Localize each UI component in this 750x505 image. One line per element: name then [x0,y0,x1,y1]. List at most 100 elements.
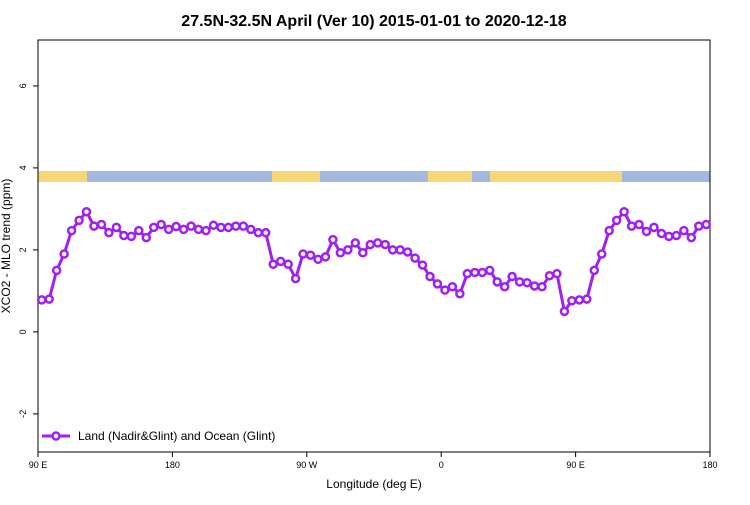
x-tick-label: 90 E [566,460,585,470]
point [335,248,346,258]
point [246,224,256,235]
point [208,220,219,231]
surface-band [38,171,710,182]
point [664,231,674,242]
point [81,207,92,217]
point [372,238,383,248]
point [387,245,398,255]
point [66,225,77,236]
point [440,285,450,295]
point [417,260,428,270]
x-tick-label: 90 E [29,460,48,470]
point [477,267,488,278]
point [596,249,607,259]
point [484,265,495,276]
point [626,221,637,231]
point [649,222,659,233]
land-band [428,171,472,182]
point [253,227,264,238]
point [470,267,480,278]
y-tick-label: 0 [18,329,28,334]
point [462,268,473,279]
point [679,225,689,236]
point [425,271,435,282]
point [216,222,226,233]
point [574,295,585,305]
point [298,249,308,259]
x-tick-label: 180 [165,460,180,470]
point [193,224,204,235]
point [141,232,152,243]
point [156,219,166,230]
legend: Land (Nadir&Glint) and Ocean (Glint) [42,429,275,443]
point [634,219,644,230]
land-band [490,171,622,182]
point [455,289,465,299]
point [656,228,667,239]
point [619,207,629,217]
point [36,295,47,305]
point [604,225,614,236]
y-axis-title: XCO2 - MLO trend (ppm) [0,179,13,314]
point [589,265,600,276]
y-tick-label: 4 [18,165,28,170]
point [231,221,241,231]
point [410,253,420,263]
point [313,254,323,265]
point [223,222,234,233]
point [671,230,682,241]
x-tick-label: 180 [702,460,717,470]
point [178,224,189,235]
point [104,227,114,238]
point [328,234,338,245]
point [74,215,84,226]
y-tick-label: 2 [18,247,28,252]
land-band [38,171,87,182]
ocean-band [38,171,710,182]
x-tick-label: 0 [439,460,444,470]
point [537,282,547,292]
point [51,265,62,276]
point [641,226,652,237]
point [701,219,712,230]
point [559,306,570,317]
point [201,225,211,236]
point [59,249,69,259]
land-band [272,171,320,182]
point [611,215,622,226]
point [163,224,174,235]
point [582,294,592,304]
point [686,232,697,243]
y-tick-label: -2 [18,410,28,418]
point [350,238,361,248]
point [492,277,502,287]
point [171,221,181,232]
point [432,279,443,289]
point [552,268,562,279]
point [260,227,271,238]
point [499,282,510,292]
point [402,247,413,257]
y-tick-label: 6 [18,83,28,88]
point [134,225,144,236]
point [320,252,331,262]
x-tick-label: 90 W [296,460,318,470]
point [522,277,532,288]
point [275,256,286,267]
point [44,294,54,304]
point [89,221,99,231]
point [380,239,390,250]
point [290,273,301,284]
point [126,231,137,242]
point [96,219,107,230]
point [694,221,704,231]
point [186,221,196,231]
point [268,259,278,269]
point [119,230,129,241]
point [544,270,555,281]
point [111,222,122,233]
point [365,239,376,250]
point [567,295,577,306]
legend-marker [51,431,61,441]
plot-frame [37,39,711,453]
